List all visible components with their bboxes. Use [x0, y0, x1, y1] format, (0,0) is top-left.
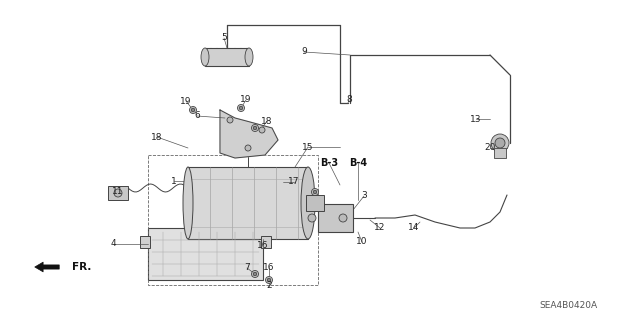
Bar — [188, 167, 308, 239]
Ellipse shape — [301, 167, 315, 239]
FancyArrowPatch shape — [35, 262, 60, 272]
Circle shape — [189, 107, 196, 114]
Text: B-4: B-4 — [349, 158, 367, 168]
Bar — [261, 236, 271, 248]
Circle shape — [312, 189, 319, 196]
Circle shape — [313, 190, 317, 194]
Bar — [205, 48, 249, 66]
Text: 6: 6 — [194, 112, 200, 121]
Text: 2: 2 — [266, 281, 272, 291]
Circle shape — [339, 214, 347, 222]
Text: 10: 10 — [356, 238, 368, 247]
Ellipse shape — [183, 167, 193, 239]
Circle shape — [237, 105, 244, 112]
Ellipse shape — [201, 48, 209, 66]
Text: 17: 17 — [288, 177, 300, 187]
Circle shape — [253, 272, 257, 276]
Text: 1: 1 — [171, 176, 177, 186]
Circle shape — [268, 278, 271, 282]
Circle shape — [495, 138, 505, 148]
Bar — [148, 155, 318, 285]
Text: 5: 5 — [221, 33, 227, 42]
Bar — [306, 195, 324, 211]
Text: 19: 19 — [240, 95, 252, 105]
Text: 14: 14 — [408, 224, 420, 233]
Text: 3: 3 — [361, 191, 367, 201]
Bar — [318, 204, 353, 232]
Text: 9: 9 — [301, 48, 307, 56]
Text: 8: 8 — [346, 95, 352, 105]
Text: 19: 19 — [180, 97, 192, 106]
Bar — [494, 148, 506, 158]
Bar — [140, 236, 150, 248]
Text: 11: 11 — [112, 188, 124, 197]
Bar — [148, 228, 263, 280]
Circle shape — [253, 126, 257, 130]
Circle shape — [259, 127, 265, 133]
Circle shape — [252, 124, 259, 131]
Text: 15: 15 — [302, 143, 314, 152]
Text: 18: 18 — [151, 132, 163, 142]
Circle shape — [227, 117, 233, 123]
Text: SEA4B0420A: SEA4B0420A — [539, 300, 597, 309]
Circle shape — [114, 189, 122, 197]
Bar — [108, 186, 128, 200]
Text: 18: 18 — [261, 116, 273, 125]
Ellipse shape — [245, 48, 253, 66]
Text: 12: 12 — [374, 224, 386, 233]
Circle shape — [308, 214, 316, 222]
Circle shape — [491, 134, 509, 152]
Text: 16: 16 — [257, 241, 269, 249]
Text: 7: 7 — [244, 263, 250, 272]
Text: 13: 13 — [470, 115, 482, 123]
Text: FR.: FR. — [72, 262, 92, 272]
Text: 20: 20 — [484, 144, 496, 152]
Text: B-3: B-3 — [320, 158, 338, 168]
Circle shape — [252, 271, 259, 278]
Circle shape — [239, 106, 243, 110]
Polygon shape — [220, 110, 278, 158]
Text: 16: 16 — [263, 263, 275, 271]
Text: 4: 4 — [110, 240, 116, 249]
Circle shape — [266, 277, 273, 284]
Circle shape — [245, 145, 251, 151]
Circle shape — [191, 108, 195, 112]
